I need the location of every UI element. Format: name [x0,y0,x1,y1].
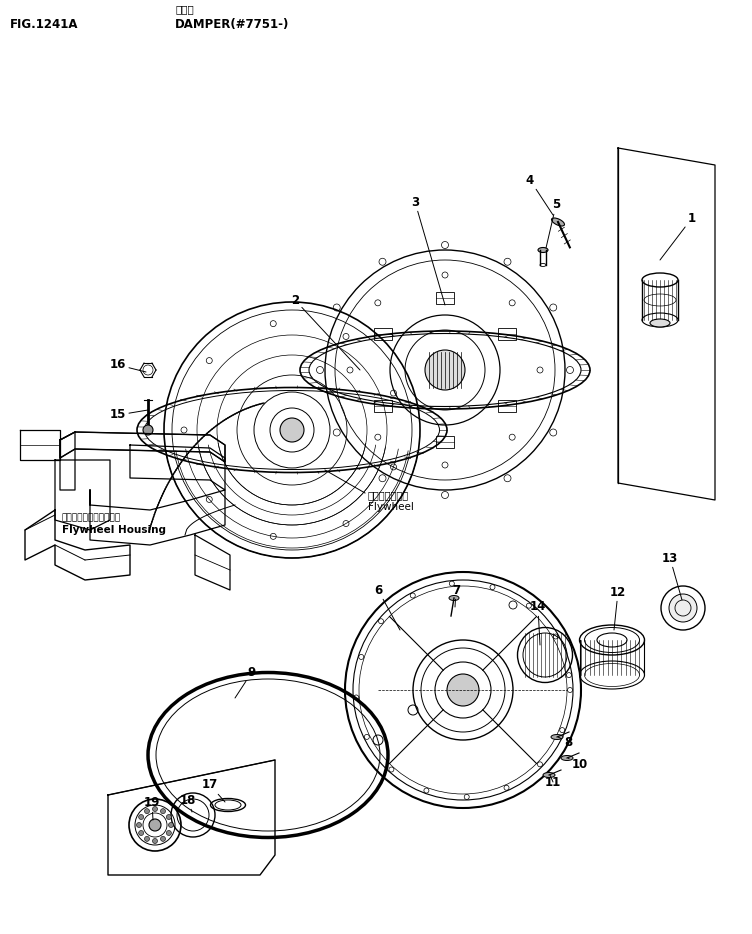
Text: フライホイール: フライホイール [368,490,409,500]
Circle shape [166,814,171,819]
Circle shape [137,823,141,828]
Text: 6: 6 [374,584,400,630]
Text: Flywheel: Flywheel [368,502,414,512]
Circle shape [153,839,157,843]
Text: 17: 17 [202,779,225,802]
Text: 9: 9 [235,666,256,698]
Circle shape [425,350,465,390]
Ellipse shape [543,772,555,777]
Text: 13: 13 [662,551,682,600]
Text: 7: 7 [452,584,460,607]
Circle shape [149,819,161,831]
Bar [436,292,454,304]
Text: 2: 2 [291,293,360,370]
Circle shape [166,830,171,836]
Ellipse shape [561,756,573,760]
Text: 10: 10 [568,758,588,771]
Circle shape [143,425,153,435]
Ellipse shape [650,319,670,327]
Circle shape [280,418,304,442]
Circle shape [669,594,697,622]
Circle shape [153,806,157,812]
Text: 18: 18 [180,794,196,812]
Circle shape [160,809,165,814]
Bar [374,328,392,340]
Text: 14: 14 [530,601,546,645]
Circle shape [138,814,144,819]
Text: 4: 4 [526,174,553,215]
Text: ダンパ: ダンパ [175,4,194,14]
Ellipse shape [551,734,563,740]
Text: 5: 5 [546,199,560,248]
Text: FIG.1241A: FIG.1241A [10,18,78,31]
Ellipse shape [449,596,459,601]
Text: 8: 8 [558,735,572,748]
Circle shape [144,836,150,842]
Text: フライホイールハジング: フライホイールハジング [62,513,121,522]
Circle shape [447,674,479,706]
Text: 12: 12 [610,586,626,630]
Ellipse shape [538,248,548,252]
Bar [436,436,454,448]
Bar [499,400,517,412]
Text: Flywheel Housing: Flywheel Housing [62,525,166,535]
Ellipse shape [551,218,565,226]
Circle shape [160,836,165,842]
Text: 19: 19 [144,797,160,820]
Text: DAMPER(#7751-): DAMPER(#7751-) [175,18,290,31]
Circle shape [144,809,150,814]
Bar [374,400,392,412]
Text: 1: 1 [660,211,696,260]
Text: 3: 3 [411,195,445,305]
Text: 11: 11 [545,775,561,788]
Circle shape [138,830,144,836]
Text: 15: 15 [110,408,148,421]
Circle shape [168,823,174,828]
Bar [499,328,517,340]
Text: 16: 16 [110,359,146,372]
